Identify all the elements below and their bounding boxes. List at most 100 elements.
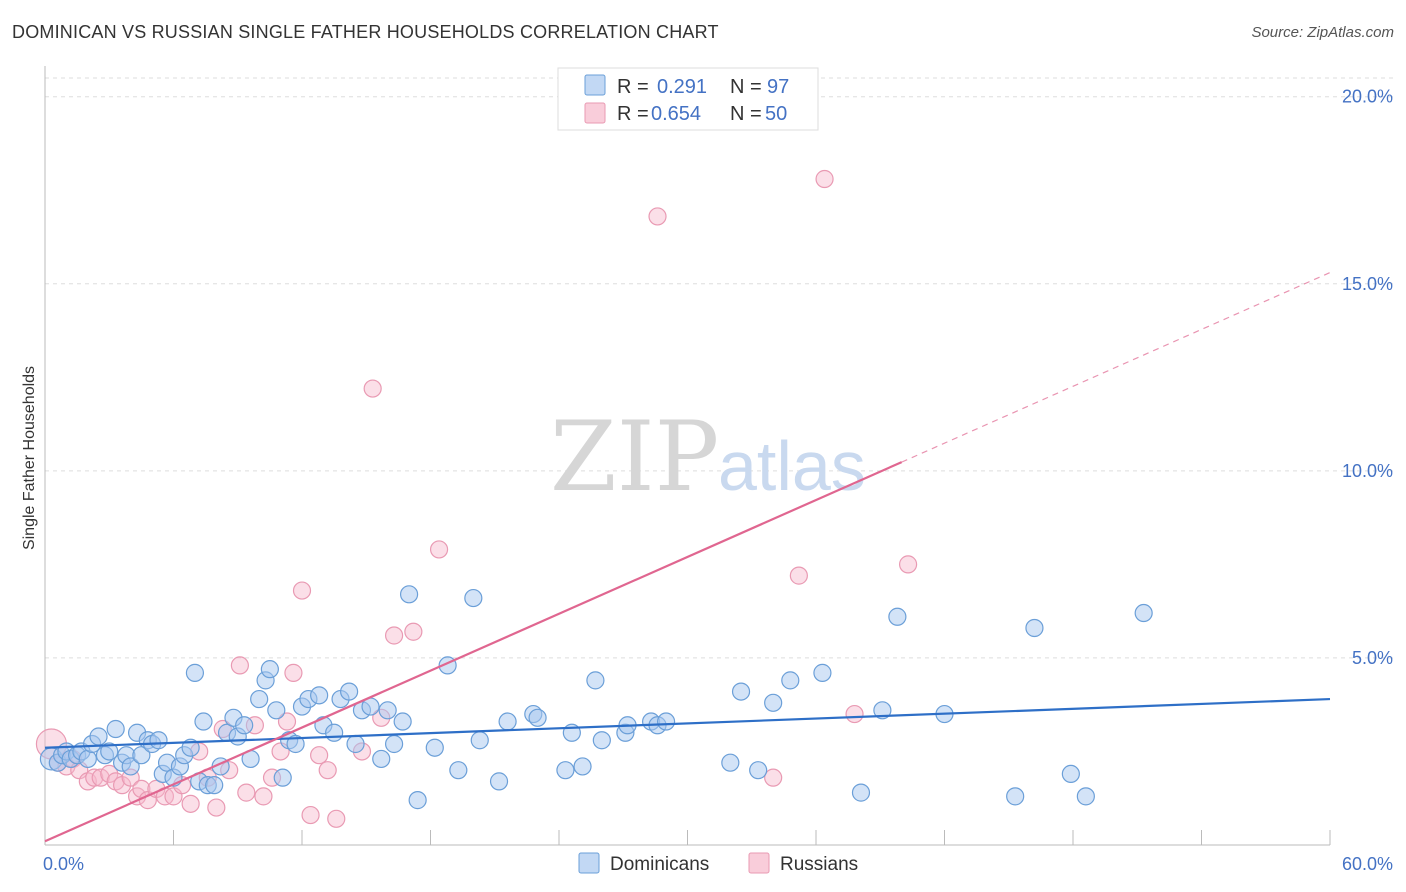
dominicans-point xyxy=(260,660,279,679)
dominicans-point xyxy=(185,663,205,682)
dominicans-point xyxy=(378,701,397,720)
dominicans-point xyxy=(813,663,832,682)
russians-point xyxy=(815,169,834,189)
dominicans-point xyxy=(470,731,489,750)
trend-lines xyxy=(44,272,1331,843)
dominicans-point xyxy=(372,749,391,769)
russians-point xyxy=(284,663,303,682)
dominicans-point xyxy=(573,757,592,776)
russians-point xyxy=(384,626,404,645)
dominicans-point xyxy=(781,671,800,690)
dominicans-point xyxy=(556,761,575,780)
dominicans-point xyxy=(325,723,344,742)
dominicans-point xyxy=(1076,787,1095,806)
russians-point xyxy=(237,783,256,802)
tick-labels: 5.0% 10.0% 15.0% 20.0% 0.0% 60.0% xyxy=(43,87,1393,874)
dominicans-point xyxy=(205,776,224,795)
dominicans-point xyxy=(498,712,517,731)
russians-series-swatch xyxy=(748,852,770,874)
russians-n-label: N = xyxy=(730,103,762,125)
dominicans-series-swatch xyxy=(578,852,600,874)
russians-point xyxy=(363,379,382,398)
watermark: ZIP atlas xyxy=(550,401,866,513)
dominicans-point xyxy=(399,585,419,604)
russians-point xyxy=(789,566,808,585)
y-tick-label: 5.0% xyxy=(1352,648,1393,668)
dominicans-point xyxy=(764,693,783,712)
russians-point xyxy=(254,787,273,806)
dominicans-point xyxy=(100,742,119,761)
russians-point xyxy=(845,704,864,724)
russians-point xyxy=(181,794,200,813)
dominicans-r-label: R = xyxy=(617,76,649,98)
watermark-zip: ZIP xyxy=(550,401,719,513)
russians-trend-extension xyxy=(901,272,1331,463)
dominicans-n-label: N = xyxy=(730,76,762,98)
dominicans-point xyxy=(267,701,286,720)
dominicans-point xyxy=(384,734,404,754)
russians-n-value: 50 xyxy=(765,103,787,125)
dominicans-point xyxy=(106,719,125,739)
russians-point xyxy=(310,746,329,765)
dominicans-point xyxy=(273,768,292,787)
dominicans-n-value: 97 xyxy=(767,76,789,98)
dominicans-point xyxy=(250,689,269,709)
dominicans-point xyxy=(235,716,254,735)
russians-trend-line xyxy=(44,461,903,843)
dominicans-point xyxy=(78,749,97,769)
dominicans-point xyxy=(586,671,605,690)
dominicans-point xyxy=(449,761,468,780)
chart-title: DOMINICAN VS RUSSIAN SINGLE FATHER HOUSE… xyxy=(12,22,719,42)
dominicans-point xyxy=(181,738,200,757)
y-tick-label: 10.0% xyxy=(1342,461,1393,481)
dominicans-series-label: Dominicans xyxy=(610,854,709,875)
dominicans-point xyxy=(464,588,483,608)
russians-point xyxy=(230,656,249,675)
y-tick-label: 15.0% xyxy=(1342,274,1393,294)
dominicans-point xyxy=(194,712,213,731)
series-legend: Dominicans Russians xyxy=(578,852,858,875)
dominicans-point xyxy=(1025,618,1044,638)
dominicans-point xyxy=(393,712,412,731)
dominicans-point xyxy=(731,682,751,701)
y-tick-label: 20.0% xyxy=(1342,87,1393,107)
dominicans-point xyxy=(310,686,329,705)
dominicans-point xyxy=(721,753,740,772)
x-tick-label: 0.0% xyxy=(43,854,84,874)
dominicans-point xyxy=(592,731,611,750)
russians-point xyxy=(898,555,918,574)
watermark-atlas: atlas xyxy=(718,427,866,505)
chart-source: Source: ZipAtlas.com xyxy=(1251,24,1394,41)
y-axis-title: Single Father Households xyxy=(21,366,38,550)
dominicans-point xyxy=(1134,603,1153,623)
dominicans-point xyxy=(89,727,108,746)
russians-point xyxy=(292,581,312,600)
dominicans-legend-swatch xyxy=(584,74,606,96)
gridlines xyxy=(45,77,1395,659)
russians-point xyxy=(100,764,119,784)
stats-legend: R = 0.291 N = 97 R = 0.654 N = 50 xyxy=(557,67,819,131)
russians-point xyxy=(207,798,226,817)
dominicans-point xyxy=(149,731,168,750)
dominicans-point xyxy=(340,682,359,701)
dominicans-point xyxy=(656,712,676,731)
russians-point xyxy=(764,768,783,787)
dominicans-point xyxy=(1061,764,1080,784)
x-tick-label: 60.0% xyxy=(1342,854,1393,874)
dominicans-point xyxy=(489,772,509,791)
dominicans-point xyxy=(121,757,140,776)
russians-series-label: Russians xyxy=(780,854,858,875)
dominicans-point xyxy=(132,746,151,765)
russians-point xyxy=(648,207,667,226)
dominicans-point xyxy=(851,783,871,802)
dominicans-point xyxy=(346,734,365,754)
axes xyxy=(44,66,1331,846)
dominicans-point xyxy=(888,607,907,626)
russians-point xyxy=(277,712,297,731)
dominicans-point xyxy=(873,701,892,720)
russians-legend-swatch xyxy=(584,102,606,124)
russians-point xyxy=(301,805,320,825)
russians-point xyxy=(404,622,423,641)
dominicans-point xyxy=(749,761,768,780)
